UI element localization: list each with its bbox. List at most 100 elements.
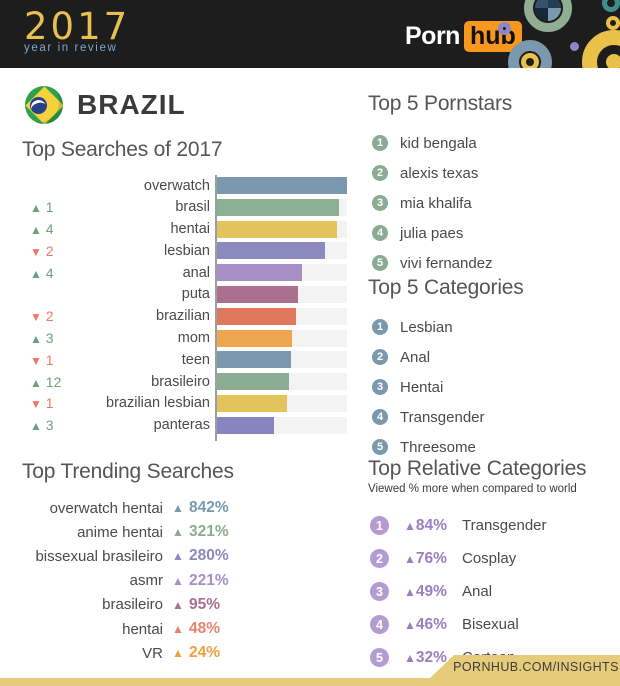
- chart-row: ▲ 3 mom: [22, 329, 352, 347]
- pornhub-logo-porn: Porn: [405, 22, 460, 50]
- footer-insights-link[interactable]: PORNHUB.COM/INSIGHTS: [430, 655, 620, 678]
- teal-ring-icon: [602, 0, 620, 12]
- list-item-label: Anal: [400, 348, 431, 366]
- chart-row-label: mom: [177, 330, 210, 347]
- chart-row: ▼ 2 lesbian: [22, 242, 352, 260]
- chart-row-label: overwatch: [143, 177, 210, 194]
- rank-badge: 2: [372, 349, 388, 365]
- chart-bar: [217, 177, 347, 194]
- chart-row: ▲ 1 brasil: [22, 198, 352, 216]
- relative-label: Cosplay: [462, 550, 517, 567]
- down-triangle-icon: ▼: [30, 310, 42, 325]
- list-item-label: mia khalifa: [400, 194, 472, 212]
- list-item-label: kid bengala: [400, 134, 477, 152]
- relative-value: ▲49%: [404, 582, 447, 600]
- relative-label: Transgender: [462, 517, 547, 534]
- trending-value: 280%: [189, 547, 229, 565]
- trending-label: brasileiro: [102, 596, 163, 614]
- list-item-label: vivi fernandez: [400, 254, 493, 272]
- trending-label: hentai: [122, 620, 163, 638]
- relative-label: Bisexual: [462, 616, 519, 633]
- gold-core-icon: [606, 54, 620, 68]
- up-triangle-icon: ▲: [30, 419, 42, 434]
- down-triangle-icon: ▼: [30, 244, 42, 259]
- rank-change: ▲ 4: [30, 221, 54, 238]
- top-pornstars-title: Top 5 Pornstars: [368, 92, 513, 115]
- pornhub-logo[interactable]: Porn hub: [405, 21, 522, 52]
- trending-title: Top Trending Searches: [22, 460, 234, 483]
- chart-bar-track: [217, 351, 347, 369]
- relative-categories-list: 1 ▲84% Transgender 2 ▲76% Cosplay 3 ▲49% Anal 4 ▲4…: [368, 509, 613, 674]
- rank-change: ▼ 2: [30, 308, 54, 325]
- relative-value: ▲32%: [404, 648, 447, 666]
- rank-badge: 1: [370, 516, 389, 535]
- chart-bar-track: [217, 177, 347, 194]
- list-item: 1 kid bengala: [368, 128, 613, 158]
- top-pornstars-list: 1 kid bengala 2 alexis texas 3 mia khalifa 4 ju…: [368, 128, 613, 278]
- up-triangle-icon: ▲: [172, 501, 184, 516]
- rank-badge: 1: [372, 135, 388, 151]
- header-bar: 2017 year in review Porn hub: [0, 0, 620, 68]
- rank-badge: 3: [372, 379, 388, 395]
- up-triangle-icon: ▲: [30, 201, 42, 216]
- chart-row-label: teen: [181, 351, 210, 368]
- top-pornstars-section: Top 5 Pornstars 1 kid bengala 2 alexis texa…: [368, 92, 613, 278]
- rank-change: ▲ 3: [30, 417, 54, 434]
- decorative-circles: [482, 0, 620, 68]
- chart-row: ▲ 3 panteras: [22, 416, 352, 434]
- purple-dot-icon: [570, 42, 579, 51]
- rank-badge: 3: [370, 582, 389, 601]
- chart-row-label: brasil: [175, 199, 210, 216]
- trending-label: VR: [142, 644, 163, 662]
- chart-bar-track: [217, 220, 347, 238]
- chart-bar: [217, 351, 292, 369]
- rank-badge: 5: [370, 648, 389, 667]
- up-triangle-icon: ▲: [404, 551, 416, 566]
- chart-bar: [217, 394, 288, 412]
- trending-row: brasileiro ▲ 95%: [22, 593, 322, 617]
- top-categories-title: Top 5 Categories: [368, 276, 524, 299]
- top-searches-chart: overwatch ▲ 1 brasil ▲ 4 hentai ▼ 2 lesbian ▲ 4…: [22, 175, 352, 441]
- list-item: 4 julia paes: [368, 218, 613, 248]
- trending-value: 48%: [189, 620, 221, 638]
- chart-bar-track: [217, 198, 347, 216]
- rank-change: ▲ 1: [30, 199, 54, 216]
- chart-bar: [217, 198, 340, 216]
- chart-bar: [217, 416, 275, 434]
- chart-row: ▼ 2 brazilian: [22, 307, 352, 325]
- list-item: 4 Transgender: [368, 402, 613, 432]
- up-triangle-icon: ▲: [30, 223, 42, 238]
- trending-label: bissexual brasileiro: [35, 547, 163, 565]
- list-item: 5 vivi fernandez: [368, 248, 613, 278]
- trending-row: anime hentai ▲ 321%: [22, 520, 322, 544]
- chart-bar-track: [217, 285, 347, 303]
- rank-change: ▲ 12: [30, 373, 62, 390]
- chart-row: ▲ 4 anal: [22, 264, 352, 282]
- up-triangle-icon: ▲: [172, 525, 184, 540]
- trending-label: overwatch hentai: [49, 499, 163, 517]
- chart-row-label: hentai: [170, 221, 210, 238]
- trending-value: 842%: [189, 499, 229, 517]
- logo-year-text: 2017: [24, 5, 131, 48]
- trending-row: VR ▲ 24%: [22, 641, 322, 665]
- rank-badge: 2: [370, 549, 389, 568]
- up-triangle-icon: ▲: [172, 622, 184, 637]
- bluegray-ring-icon: [508, 40, 552, 68]
- up-triangle-icon: ▲: [172, 597, 184, 612]
- chart-row-label: anal: [182, 264, 210, 281]
- rank-badge: 4: [372, 225, 388, 241]
- relative-categories-section: Top Relative Categories Viewed % more wh…: [368, 457, 613, 674]
- list-item-label: alexis texas: [400, 164, 479, 182]
- relative-list-item: 1 ▲84% Transgender: [368, 509, 613, 542]
- gold-inner-ring-icon: [521, 53, 539, 68]
- relative-value: ▲76%: [404, 549, 447, 567]
- rank-badge: 2: [372, 165, 388, 181]
- pie-circle-icon: [535, 0, 561, 21]
- trending-value: 321%: [189, 523, 229, 541]
- relative-value: ▲46%: [404, 615, 447, 633]
- chart-row-label: brazilian: [156, 308, 210, 325]
- up-triangle-icon: ▲: [30, 266, 42, 281]
- chart-row: puta: [22, 285, 352, 303]
- chart-bar: [217, 307, 297, 325]
- chart-bar-track: [217, 329, 347, 347]
